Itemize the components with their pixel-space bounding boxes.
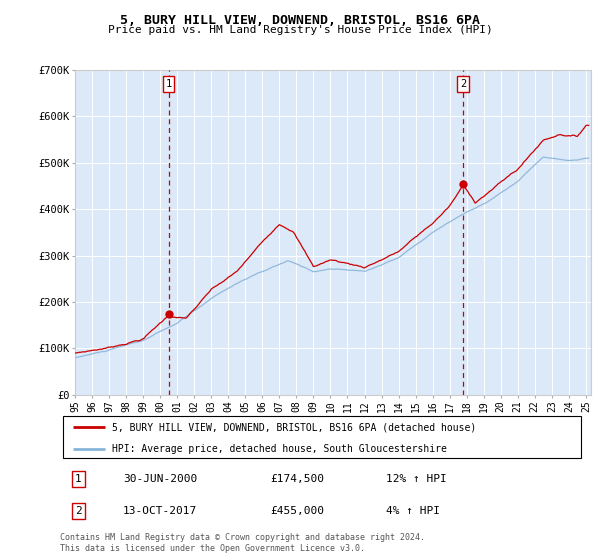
Text: 5, BURY HILL VIEW, DOWNEND, BRISTOL, BS16 6PA (detached house): 5, BURY HILL VIEW, DOWNEND, BRISTOL, BS1… bbox=[113, 422, 477, 432]
Text: 30-JUN-2000: 30-JUN-2000 bbox=[123, 474, 197, 484]
Text: £174,500: £174,500 bbox=[270, 474, 324, 484]
Text: 4% ↑ HPI: 4% ↑ HPI bbox=[386, 506, 439, 516]
Text: 12% ↑ HPI: 12% ↑ HPI bbox=[386, 474, 446, 484]
Text: 2: 2 bbox=[75, 506, 82, 516]
Text: 1: 1 bbox=[75, 474, 82, 484]
FancyBboxPatch shape bbox=[62, 416, 581, 459]
Text: Contains HM Land Registry data © Crown copyright and database right 2024.
This d: Contains HM Land Registry data © Crown c… bbox=[60, 533, 425, 553]
Text: 1: 1 bbox=[166, 79, 172, 89]
Text: HPI: Average price, detached house, South Gloucestershire: HPI: Average price, detached house, Sout… bbox=[113, 444, 448, 454]
Text: 5, BURY HILL VIEW, DOWNEND, BRISTOL, BS16 6PA: 5, BURY HILL VIEW, DOWNEND, BRISTOL, BS1… bbox=[120, 14, 480, 27]
Text: 13-OCT-2017: 13-OCT-2017 bbox=[123, 506, 197, 516]
Text: Price paid vs. HM Land Registry's House Price Index (HPI): Price paid vs. HM Land Registry's House … bbox=[107, 25, 493, 35]
Text: 2: 2 bbox=[460, 79, 466, 89]
Text: £455,000: £455,000 bbox=[270, 506, 324, 516]
